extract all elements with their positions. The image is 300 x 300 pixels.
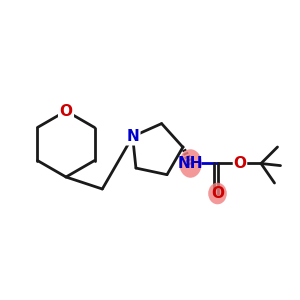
Text: NH: NH <box>178 156 203 171</box>
Text: O: O <box>59 103 73 118</box>
Text: O: O <box>233 156 247 171</box>
Ellipse shape <box>179 149 202 178</box>
Text: N: N <box>126 129 139 144</box>
Text: O: O <box>211 186 224 201</box>
Ellipse shape <box>208 183 227 204</box>
